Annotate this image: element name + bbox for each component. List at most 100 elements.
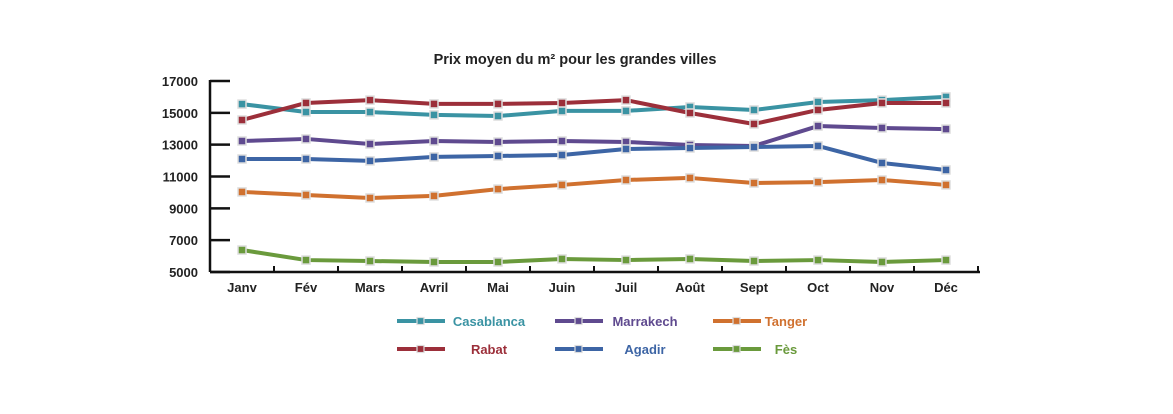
- data-point: [685, 108, 695, 118]
- legend-item-marrakech: Marrakech: [555, 314, 678, 329]
- data-point: [621, 175, 631, 185]
- legend-marker: [574, 344, 583, 354]
- data-point: [941, 165, 951, 175]
- data-point: [941, 255, 951, 265]
- data-point: [749, 256, 759, 266]
- data-point: [237, 115, 247, 125]
- legend-item-casablanca: Casablanca: [397, 314, 526, 329]
- series-line: [241, 98, 946, 126]
- data-point: [685, 143, 695, 153]
- data-point: [557, 106, 567, 116]
- x-tick-label: Juil: [615, 280, 637, 295]
- data-point: [813, 141, 823, 151]
- data-point: [557, 98, 567, 108]
- data-point: [557, 254, 567, 264]
- data-point: [301, 154, 311, 164]
- legend-marker: [416, 344, 425, 354]
- data-point: [301, 98, 311, 108]
- legend-label: Agadir: [624, 342, 665, 357]
- data-point: [301, 134, 311, 144]
- data-point: [877, 158, 887, 168]
- series-line: [241, 94, 947, 119]
- series-tanger: [237, 173, 951, 203]
- data-point: [493, 99, 503, 109]
- series-rabat: [237, 95, 951, 129]
- data-point: [493, 137, 503, 147]
- data-point: [237, 136, 247, 146]
- data-point: [493, 257, 503, 267]
- y-tick-label: 5000: [169, 265, 198, 280]
- series-agadir: [237, 141, 951, 175]
- x-tick-label: Mars: [355, 280, 385, 295]
- series-line: [241, 248, 947, 264]
- x-tick-label: Mai: [487, 280, 509, 295]
- data-point: [557, 180, 567, 190]
- y-tick-label: 11000: [163, 170, 198, 185]
- y-tick-label: 15000: [162, 106, 198, 121]
- data-point: [877, 175, 887, 185]
- legend-label: Casablanca: [453, 314, 526, 329]
- data-point: [365, 256, 375, 266]
- series-line: [241, 175, 947, 200]
- x-tick-label: Juin: [549, 280, 576, 295]
- data-point: [557, 136, 567, 146]
- data-point: [941, 180, 951, 190]
- series-line: [242, 143, 947, 172]
- data-point: [877, 257, 887, 267]
- legend-label: Fès: [775, 342, 797, 357]
- x-tick-label: Avril: [420, 280, 448, 295]
- legend-item-agadir: Agadir: [555, 342, 666, 357]
- legend-item-fès: Fès: [713, 342, 797, 357]
- data-point: [813, 177, 823, 187]
- data-point: [749, 119, 759, 129]
- legend-marker: [732, 344, 741, 354]
- data-point: [429, 99, 439, 109]
- data-point: [685, 173, 695, 183]
- data-point: [365, 107, 375, 117]
- data-point: [301, 107, 311, 117]
- data-point: [237, 245, 247, 255]
- x-tick-label: Sept: [740, 280, 769, 295]
- data-point: [429, 136, 439, 146]
- x-tick-label: Oct: [807, 280, 829, 295]
- data-point: [941, 98, 951, 108]
- data-point: [493, 151, 503, 161]
- legend-label: Rabat: [471, 342, 508, 357]
- series-line: [241, 124, 947, 148]
- data-point: [621, 95, 631, 105]
- data-point: [429, 191, 439, 201]
- data-point: [301, 190, 311, 200]
- data-point: [621, 144, 631, 154]
- data-point: [493, 111, 503, 121]
- legend-item-tanger: Tanger: [713, 314, 807, 329]
- y-tick-label: 17000: [162, 74, 198, 89]
- data-point: [237, 99, 247, 109]
- x-tick-label: Août: [675, 280, 705, 295]
- series-fès: [237, 245, 951, 267]
- legend-item-rabat: Rabat: [397, 342, 508, 357]
- data-point: [813, 121, 823, 131]
- data-point: [941, 124, 951, 134]
- data-point: [301, 255, 311, 265]
- data-point: [621, 106, 631, 116]
- data-point: [237, 154, 247, 164]
- data-point: [493, 184, 503, 194]
- y-tick-label: 7000: [169, 233, 198, 248]
- data-point: [749, 105, 759, 115]
- legend-marker: [416, 316, 425, 326]
- data-point: [365, 193, 375, 203]
- data-point: [621, 255, 631, 265]
- legend-label: Marrakech: [612, 314, 677, 329]
- data-point: [365, 139, 375, 149]
- legend-marker: [574, 316, 583, 326]
- data-point: [813, 105, 823, 115]
- data-point: [813, 255, 823, 265]
- x-tick-label: Déc: [934, 280, 958, 295]
- x-tick-label: Nov: [870, 280, 895, 295]
- data-point: [429, 152, 439, 162]
- data-point: [749, 178, 759, 188]
- x-tick-label: Fév: [295, 280, 318, 295]
- data-point: [365, 95, 375, 105]
- y-tick-label: 13000: [162, 138, 198, 153]
